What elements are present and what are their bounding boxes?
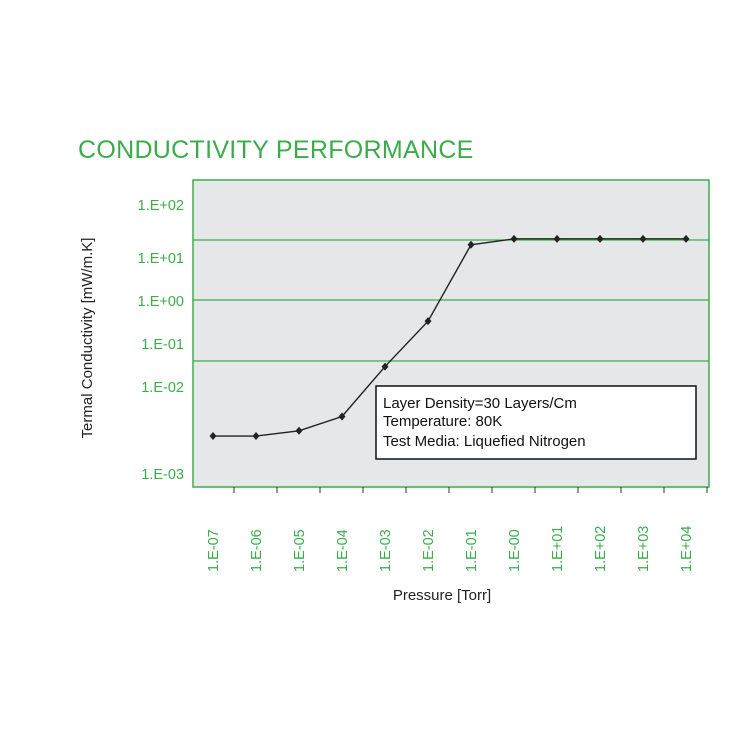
x-tick-label: 1.E+01 [550,526,566,572]
x-axis-label: Pressure [Torr] [393,587,491,604]
annotation-box: Layer Density=30 Layers/Cm Temperature: … [375,385,697,460]
x-tick-label: 1.E-02 [421,529,437,572]
x-tick-label: 1.E-05 [292,529,308,572]
y-tick-label: 1.E+01 [138,251,184,267]
x-tick-label: 1.E-03 [378,529,394,572]
x-tick-label: 1.E-04 [335,529,351,572]
data-point [596,234,604,243]
y-tick-label: 1.E-01 [141,337,184,353]
x-tick-label: 1.E+04 [679,526,695,572]
y-axis-label: Termal Conductivity [mW/m.K] [79,238,96,439]
data-point [510,234,518,243]
series-line [213,238,686,437]
data-point [467,240,475,249]
data-point [338,412,346,421]
data-point [252,432,260,441]
x-tick-label: 1.E-07 [206,529,222,572]
x-tick-label: 1.E-01 [464,529,480,572]
x-tick-label: 1.E+03 [636,526,652,572]
annotation-line-2: Temperature: 80K [383,413,502,430]
data-point [424,317,432,326]
x-tick-label: 1.E+02 [593,526,609,572]
data-point [209,432,217,441]
chart-title: CONDUCTIVITY PERFORMANCE [78,136,474,164]
y-tick-label: 1.E-02 [141,380,184,396]
x-tick-label: 1.E-06 [249,529,265,572]
x-tick-label: 1.E-00 [507,529,523,572]
data-point [553,234,561,243]
data-point [295,426,303,435]
annotation-line-1: Layer Density=30 Layers/Cm [383,395,577,412]
data-point [381,362,389,371]
y-tick-label: 1.E-03 [141,467,184,483]
data-point [682,234,690,243]
annotation-line-3: Test Media: Liquefied Nitrogen [383,433,586,450]
y-tick-label: 1.E+00 [138,294,184,310]
y-tick-label: 1.E+02 [138,198,184,214]
data-point [639,234,647,243]
